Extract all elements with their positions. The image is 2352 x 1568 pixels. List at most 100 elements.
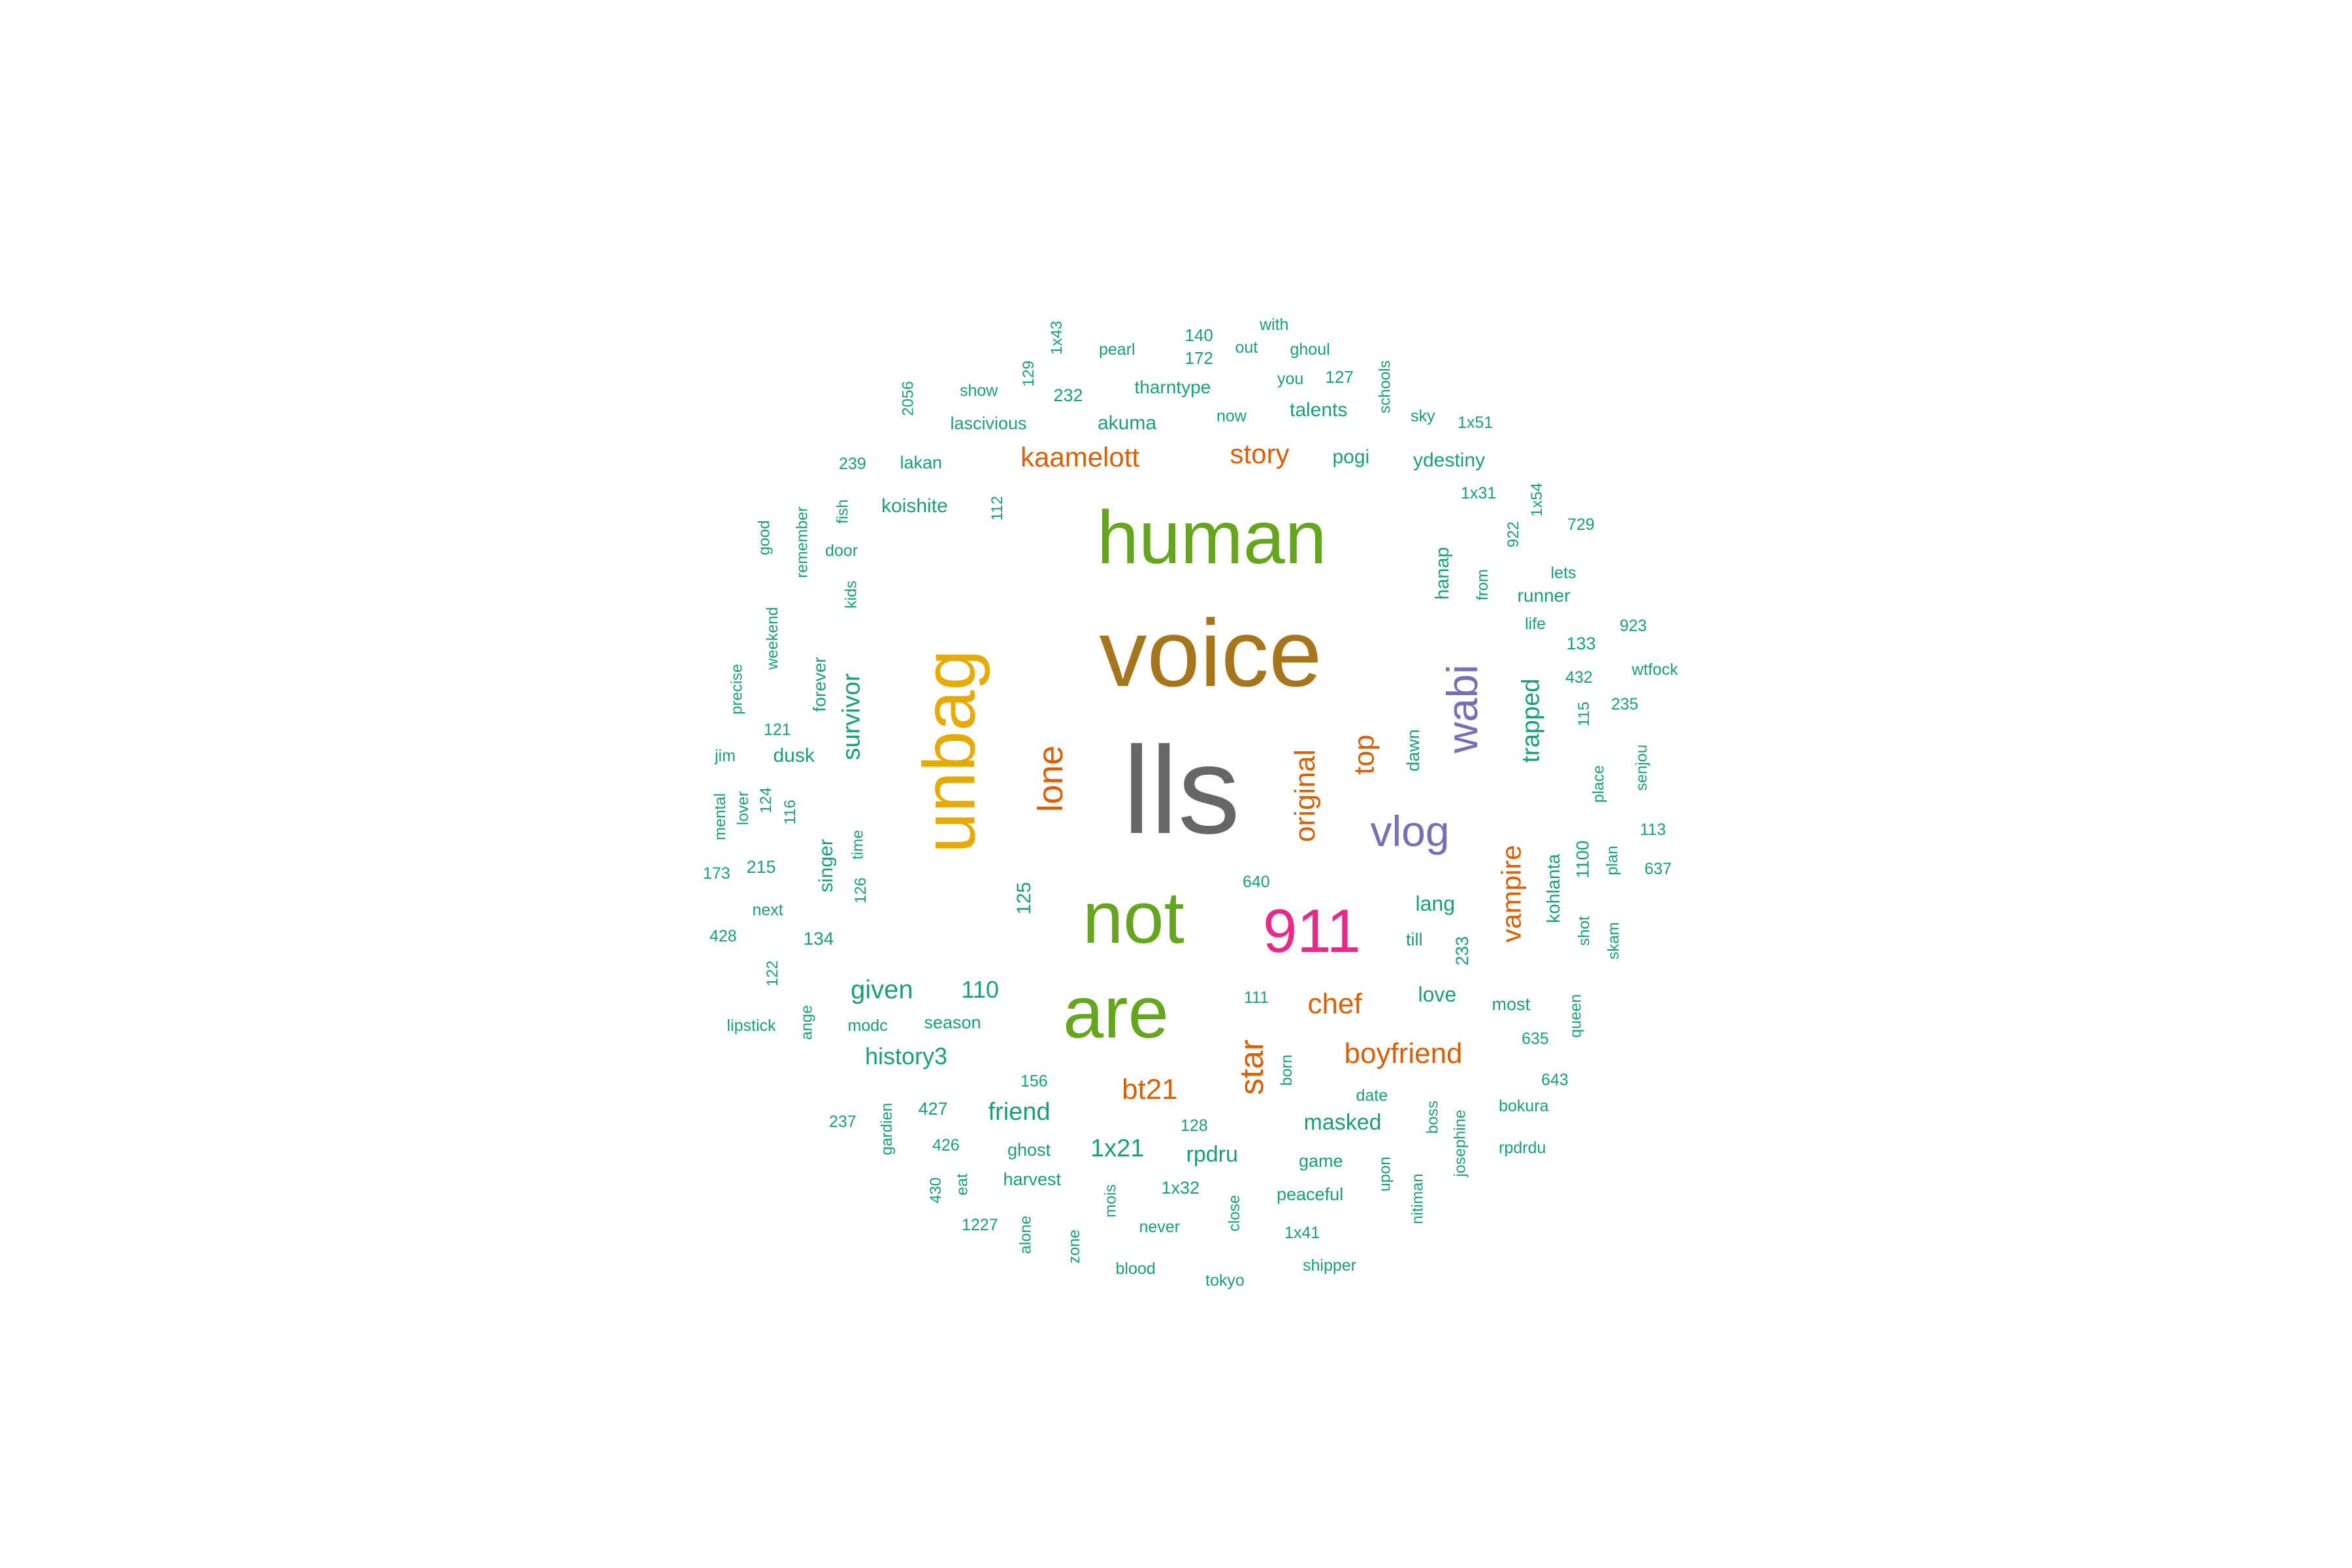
word-134: 134 — [803, 928, 834, 949]
word-forever: forever — [809, 656, 830, 712]
word-128: 128 — [1181, 1116, 1208, 1135]
word-lets: lets — [1550, 563, 1576, 582]
word-173: 173 — [703, 864, 730, 883]
word-127: 127 — [1325, 367, 1354, 387]
word-friend: friend — [988, 1098, 1051, 1126]
word-1100: 1100 — [1573, 840, 1593, 879]
word-unbag: unbag — [908, 649, 990, 853]
word-voice: voice — [1099, 600, 1322, 706]
word-never: never — [1139, 1217, 1181, 1236]
word-140: 140 — [1184, 325, 1213, 345]
word-hanap: hanap — [1431, 546, 1453, 600]
word-640: 640 — [1243, 872, 1270, 891]
word-lang: lang — [1415, 892, 1456, 915]
word-156: 156 — [1021, 1071, 1048, 1090]
word-1x54: 1x54 — [1528, 482, 1546, 517]
word-1x21: 1x21 — [1090, 1135, 1145, 1162]
word-bokura: bokura — [1499, 1096, 1549, 1115]
word-skam: skam — [1605, 922, 1623, 960]
word-akuma: akuma — [1098, 412, 1157, 434]
word-fish: fish — [834, 499, 852, 524]
word-modc: modc — [847, 1016, 888, 1035]
word-eat: eat — [953, 1173, 972, 1196]
word-zone: zone — [1066, 1229, 1084, 1264]
word-237: 237 — [829, 1112, 857, 1131]
word-alone: alone — [1016, 1215, 1034, 1254]
word-1x31: 1x31 — [1461, 483, 1497, 502]
word-1227: 1227 — [962, 1215, 998, 1234]
word-time: time — [849, 830, 867, 860]
word-vlog: vlog — [1370, 807, 1450, 855]
word-story: story — [1230, 438, 1290, 469]
word-911: 911 — [1263, 896, 1361, 965]
word-ghoul: ghoul — [1290, 340, 1330, 359]
word-schools: schools — [1376, 360, 1394, 414]
word-original: original — [1288, 749, 1321, 842]
word-queen: queen — [1566, 994, 1584, 1038]
word-boyfriend: boyfriend — [1344, 1037, 1463, 1070]
word-wtfock: wtfock — [1631, 660, 1678, 679]
word-115: 115 — [1575, 701, 1593, 727]
word-637: 637 — [1644, 859, 1672, 878]
word-you: you — [1277, 369, 1304, 388]
word-jim: jim — [715, 746, 736, 765]
word-kids: kids — [841, 580, 860, 609]
word-2056: 2056 — [899, 381, 917, 416]
word-weekend: weekend — [764, 606, 782, 670]
word-upon: upon — [1376, 1156, 1394, 1192]
word-233: 233 — [1452, 936, 1472, 966]
word-masked: masked — [1303, 1110, 1382, 1135]
word-place: place — [1590, 765, 1608, 803]
word-1x43: 1x43 — [1048, 320, 1066, 355]
word-116: 116 — [781, 799, 800, 825]
word-rpdrdu: rpdrdu — [1499, 1138, 1546, 1157]
word-129: 129 — [1020, 360, 1038, 387]
word-427: 427 — [918, 1098, 948, 1119]
word-survivor: survivor — [838, 673, 866, 760]
word-out: out — [1235, 338, 1258, 357]
word-pearl: pearl — [1099, 340, 1135, 359]
word-tharntype: tharntype — [1134, 377, 1211, 397]
word-wabi: wabi — [1437, 664, 1486, 753]
word-runner: runner — [1517, 585, 1571, 606]
word-from: from — [1474, 569, 1492, 600]
word-next: next — [752, 900, 783, 919]
word-senjou: senjou — [1632, 744, 1650, 791]
word-426: 426 — [932, 1135, 960, 1154]
word-date: date — [1356, 1086, 1388, 1105]
word-rpdru: rpdru — [1186, 1142, 1238, 1167]
word-430: 430 — [927, 1177, 945, 1204]
word-singer: singer — [815, 839, 837, 892]
word-dusk: dusk — [773, 745, 815, 766]
word-harvest: harvest — [1003, 1169, 1062, 1189]
word-till: till — [1406, 929, 1423, 949]
word-remember: remember — [793, 506, 811, 578]
word-top: top — [1348, 734, 1380, 775]
word-shipper: shipper — [1303, 1256, 1356, 1275]
word-125: 125 — [1013, 881, 1036, 915]
word-season: season — [924, 1012, 981, 1032]
word-1x41: 1x41 — [1284, 1223, 1320, 1242]
word-922: 922 — [1505, 521, 1523, 548]
word-pogi: pogi — [1332, 446, 1370, 468]
word-ydestiny: ydestiny — [1413, 449, 1486, 471]
word-lipstick: lipstick — [727, 1016, 776, 1035]
word-good: good — [755, 520, 774, 555]
word-gardien: gardien — [878, 1102, 896, 1156]
word-life: life — [1525, 614, 1546, 633]
word-given: given — [851, 975, 913, 1004]
word-lascivious: lascivious — [950, 413, 1027, 433]
word-kohlanta: kohlanta — [1543, 854, 1563, 923]
word-133: 133 — [1566, 633, 1596, 653]
word-126: 126 — [852, 877, 870, 904]
word-now: now — [1217, 406, 1247, 425]
word-shot: shot — [1575, 916, 1593, 946]
word-show: show — [960, 381, 998, 400]
word-635: 635 — [1522, 1029, 1549, 1048]
word-josephine: josephine — [1450, 1109, 1469, 1177]
word-born: born — [1278, 1054, 1296, 1086]
word-koishite: koishite — [881, 495, 948, 517]
word-124: 124 — [757, 787, 776, 814]
word-vampire: vampire — [1495, 845, 1527, 943]
